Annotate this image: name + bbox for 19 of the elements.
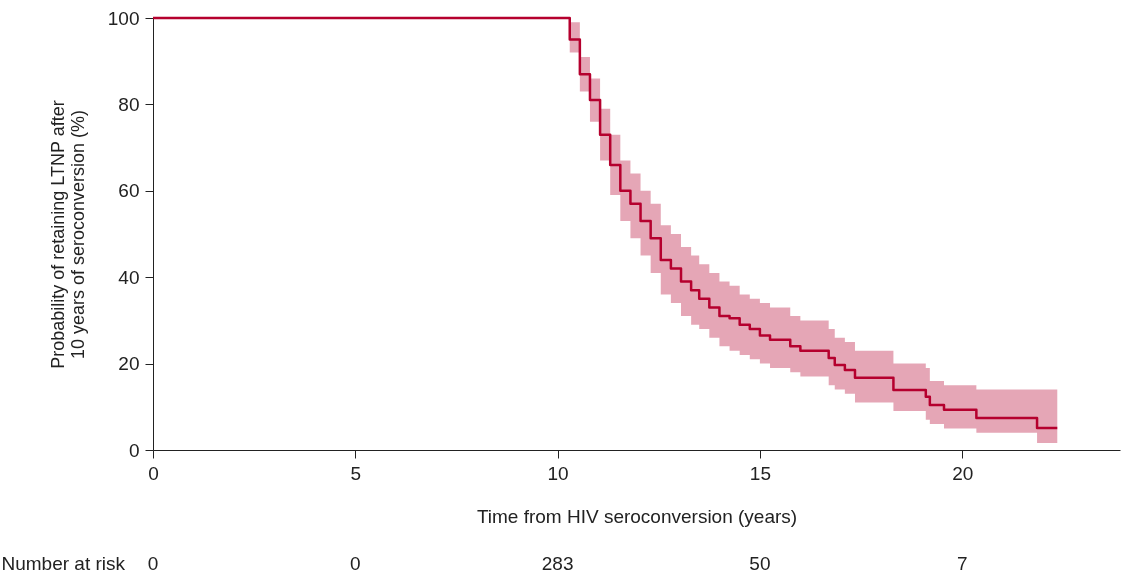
y-tick-label: 20 — [118, 353, 140, 375]
text: 283 — [541, 553, 574, 574]
x-tick-label: 20 — [952, 462, 974, 484]
text: 0 — [350, 553, 361, 574]
x-tick-label: 10 — [547, 462, 569, 484]
x-tick-label: 0 — [148, 462, 159, 484]
y-tick-label: 80 — [118, 93, 140, 115]
text: 0 — [147, 553, 159, 574]
y-tick-label: 40 — [118, 266, 140, 288]
text: 7 — [956, 553, 968, 574]
y-axis-title: Probability of retaining LTNP after 10 years of seroconversion (%) — [47, 100, 88, 369]
x-axis-title: Time from HIV seroconversion (years) — [476, 505, 798, 527]
y-tick-label: 100 — [107, 7, 140, 29]
text: Number at risk — [1, 553, 126, 574]
x-tick-label: 15 — [749, 462, 771, 484]
x-tick-label: 5 — [350, 462, 362, 484]
y-tick-label: 0 — [128, 439, 140, 461]
y-tick-label: 60 — [118, 180, 140, 202]
text: 50 — [749, 553, 771, 574]
